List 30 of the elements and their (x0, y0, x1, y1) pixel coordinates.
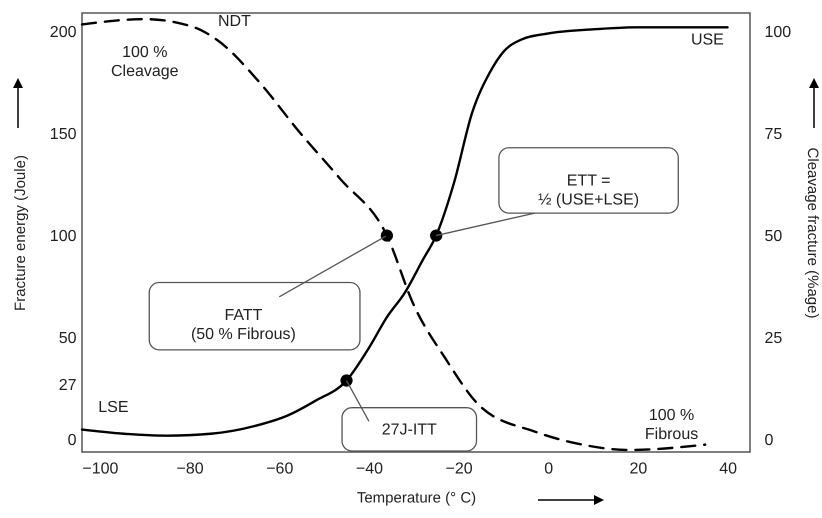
y-tick-label: 100 (50, 228, 77, 246)
y-tick-label: 27 (58, 377, 77, 394)
y-tick-label: 0 (68, 432, 77, 450)
annotation: ETT = ½ (USE+LSE) (538, 172, 640, 208)
y2-tick-label: 0 (764, 432, 774, 450)
annotation: USE (690, 32, 724, 49)
y-axis-title: Fracture energy (Joule) (12, 155, 29, 311)
y-tick-label: 150 (50, 126, 77, 143)
x-tick-label: −80 (176, 460, 204, 478)
annotation: LSE (98, 399, 129, 416)
x-tick-label: −100 (82, 460, 119, 478)
y2-tick-label: 100 (764, 24, 792, 41)
annotation: 100 % Fibrous (644, 407, 698, 444)
y-tick-label: 200 (50, 24, 77, 41)
y2-tick-label: 50 (764, 228, 782, 246)
y2-tick-label: 75 (764, 126, 782, 143)
x-tick-label: −60 (266, 460, 294, 478)
x-axis-title: Temperature (° C) (356, 490, 476, 506)
x-tick-label: 20 (630, 460, 648, 478)
x-tick-label: −40 (356, 460, 384, 478)
x-tick-label: 40 (719, 460, 738, 478)
annotation: NDT (218, 13, 252, 30)
annotation: FATT (50 % Fibrous) (190, 307, 296, 344)
y-tick-label: 50 (58, 330, 77, 348)
y2-tick-label: 25 (764, 330, 782, 348)
annotation: 100 % Cleavage (110, 44, 179, 80)
annotation: 27J-ITT (382, 422, 438, 439)
x-tick-label: −20 (446, 460, 473, 478)
x-tick-label: 0 (544, 460, 554, 478)
y2-axis-title: Cleavage fracture (%age) (804, 148, 822, 318)
